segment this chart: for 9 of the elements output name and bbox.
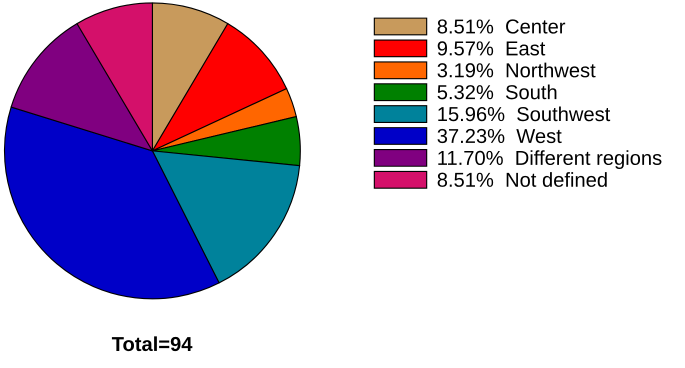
legend-label: 8.51% Center bbox=[438, 19, 566, 34]
legend-label: 9.57% East bbox=[438, 41, 546, 56]
text: Total=94 bbox=[112, 336, 192, 352]
legend-label: 3.19% Northwest bbox=[438, 62, 596, 78]
legend-label: 8.51% Not defined bbox=[438, 172, 607, 187]
legend-label: 15.96% Southwest bbox=[438, 106, 610, 122]
legend-label: 11.70% Different regions bbox=[438, 150, 662, 170]
legend-label: 37.23% West bbox=[438, 128, 562, 144]
legend-label: 5.32% South bbox=[438, 84, 556, 100]
